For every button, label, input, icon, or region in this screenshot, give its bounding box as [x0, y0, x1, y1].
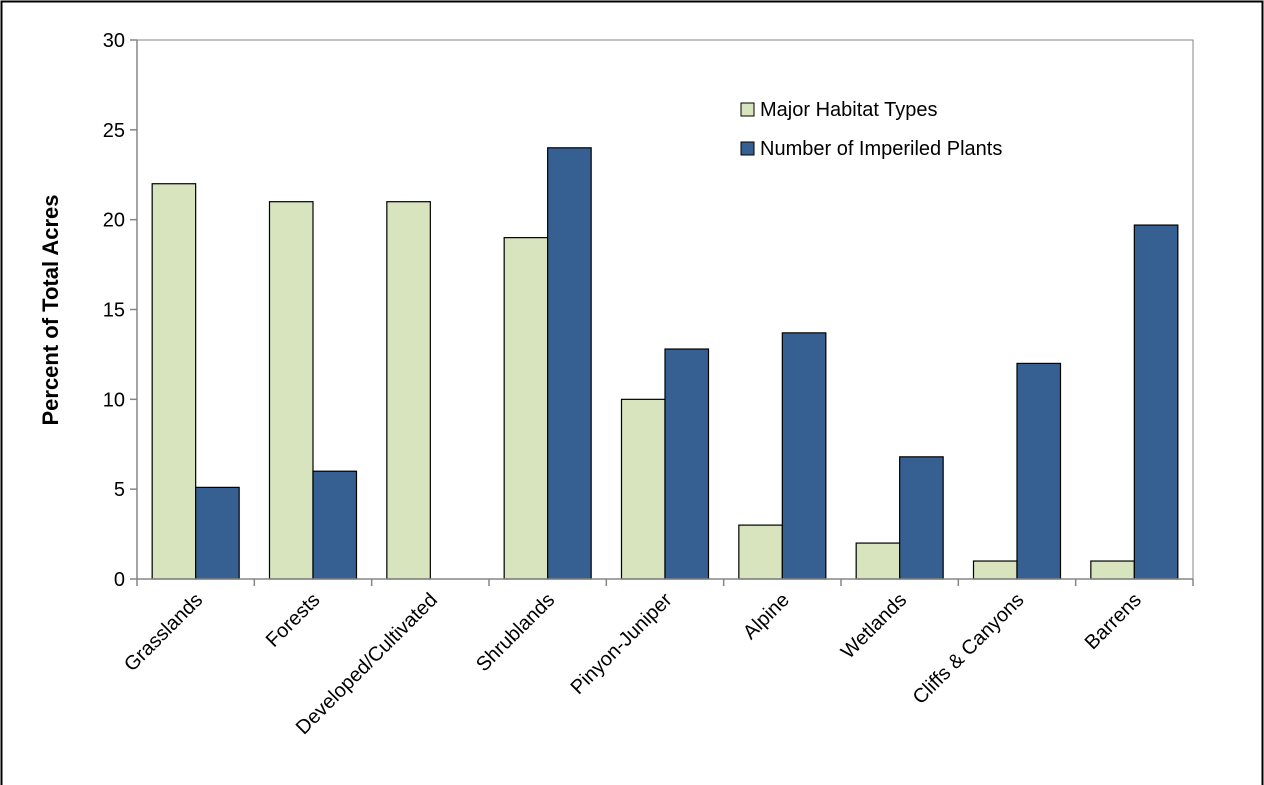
y-tick-label: 0 — [114, 569, 125, 591]
bar-major-habitat — [151, 183, 197, 580]
bar-imperiled-plants — [547, 147, 592, 580]
x-tick-label: Wetlands — [837, 589, 911, 663]
x-tick-label: Barrens — [1081, 589, 1146, 654]
y-axis-label: Percent of Total Acres — [38, 194, 63, 425]
legend-swatch — [740, 141, 755, 156]
bar-major-habitat — [503, 237, 549, 580]
legend-label: Major Habitat Types — [760, 99, 938, 121]
y-tick-label: 20 — [103, 210, 125, 232]
x-tick-label: Shrublands — [472, 589, 559, 676]
y-tick-label: 15 — [103, 300, 125, 322]
y-tick-label: 5 — [114, 479, 125, 501]
bar-imperiled-plants — [664, 348, 710, 580]
legend: Major Habitat Types Number of Imperiled P… — [740, 99, 1002, 160]
bar-major-habitat — [268, 201, 314, 580]
bar-major-habitat — [972, 560, 1018, 580]
bar-imperiled-plants — [195, 486, 240, 580]
legend-label: Number of Imperiled Plants — [760, 138, 1002, 160]
bar-major-habitat — [855, 542, 901, 580]
bar-imperiled-plants — [1016, 362, 1062, 580]
x-tick-label: Forests — [262, 589, 325, 652]
bar-major-habitat — [386, 201, 431, 580]
x-tick-label: Cliffs & Canyons — [909, 589, 1029, 709]
bars-group — [151, 147, 1179, 580]
y-tick-label: 30 — [103, 30, 125, 52]
bar-imperiled-plants — [899, 456, 944, 580]
bar-major-habitat — [1090, 560, 1135, 580]
bar-major-habitat — [738, 524, 783, 580]
bar-imperiled-plants — [1133, 224, 1179, 580]
y-tick-label: 10 — [103, 389, 125, 411]
bar-imperiled-plants — [781, 332, 827, 580]
legend-swatch — [740, 102, 755, 117]
x-tick-label: Pinyon-Juniper — [567, 589, 677, 699]
x-tick-label: Alpine — [739, 589, 794, 644]
x-tick-label: Grasslands — [120, 589, 207, 676]
bar-imperiled-plants — [312, 470, 358, 580]
bar-major-habitat — [620, 398, 666, 580]
y-tick-label: 25 — [103, 120, 125, 142]
